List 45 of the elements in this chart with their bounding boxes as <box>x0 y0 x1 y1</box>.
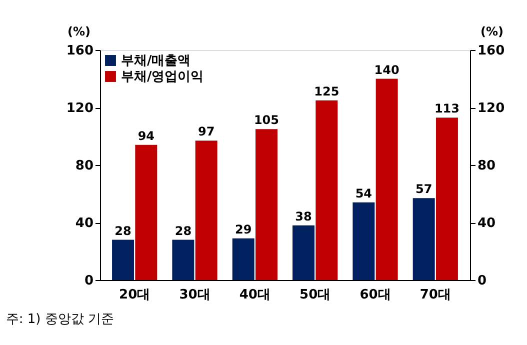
data-label: 94 <box>138 128 155 143</box>
data-label: 29 <box>234 222 252 236</box>
x-tick-label: 20대 <box>119 288 150 302</box>
bar <box>232 238 254 280</box>
x-tick-label: 50대 <box>300 288 331 302</box>
legend-label: 부채/매출액 <box>121 54 191 68</box>
bar <box>112 240 134 280</box>
data-label: 105 <box>254 113 280 128</box>
data-label: 54 <box>355 186 372 200</box>
data-label: 113 <box>434 102 460 116</box>
bar <box>436 118 458 280</box>
data-label: 38 <box>295 209 312 224</box>
y-tick-label: 160 <box>66 44 94 58</box>
bar <box>172 240 194 280</box>
bar <box>292 225 315 280</box>
legend-label: 부채/영업이익 <box>121 70 204 84</box>
bar <box>316 100 338 280</box>
y-tick-label: 40 <box>75 216 94 231</box>
y-tick-label: 120 <box>66 101 94 116</box>
bar <box>412 198 435 280</box>
text: 주: 1) 중앙값 기준 <box>6 312 114 327</box>
y-tick-label: 0 <box>84 274 94 288</box>
bar <box>352 202 375 280</box>
y2-tick-label: 160 <box>478 44 505 58</box>
y2-axis-title: (%) <box>480 24 504 38</box>
x-tick-label: 60대 <box>360 288 391 302</box>
x-tick-label: 70대 <box>420 288 451 302</box>
bar <box>255 129 278 280</box>
data-label: 97 <box>198 124 215 139</box>
y2-tick-label: 0 <box>478 274 487 288</box>
data-label: 28 <box>174 224 192 238</box>
bar <box>195 140 218 280</box>
data-label: 57 <box>415 182 432 196</box>
data-label: 140 <box>374 62 400 77</box>
x-tick-label: 40대 <box>239 288 270 302</box>
data-label: 28 <box>114 224 132 238</box>
y-axis-title: (%) <box>68 24 90 38</box>
bar <box>135 144 158 280</box>
y-tick-label: 80 <box>75 158 94 174</box>
y2-tick-label: 80 <box>478 158 496 174</box>
y2-tick-label: 40 <box>478 216 496 231</box>
bar <box>376 78 398 280</box>
x-tick-label: 30대 <box>179 288 210 302</box>
y2-tick-label: 120 <box>478 101 505 116</box>
data-label: 125 <box>314 84 340 98</box>
